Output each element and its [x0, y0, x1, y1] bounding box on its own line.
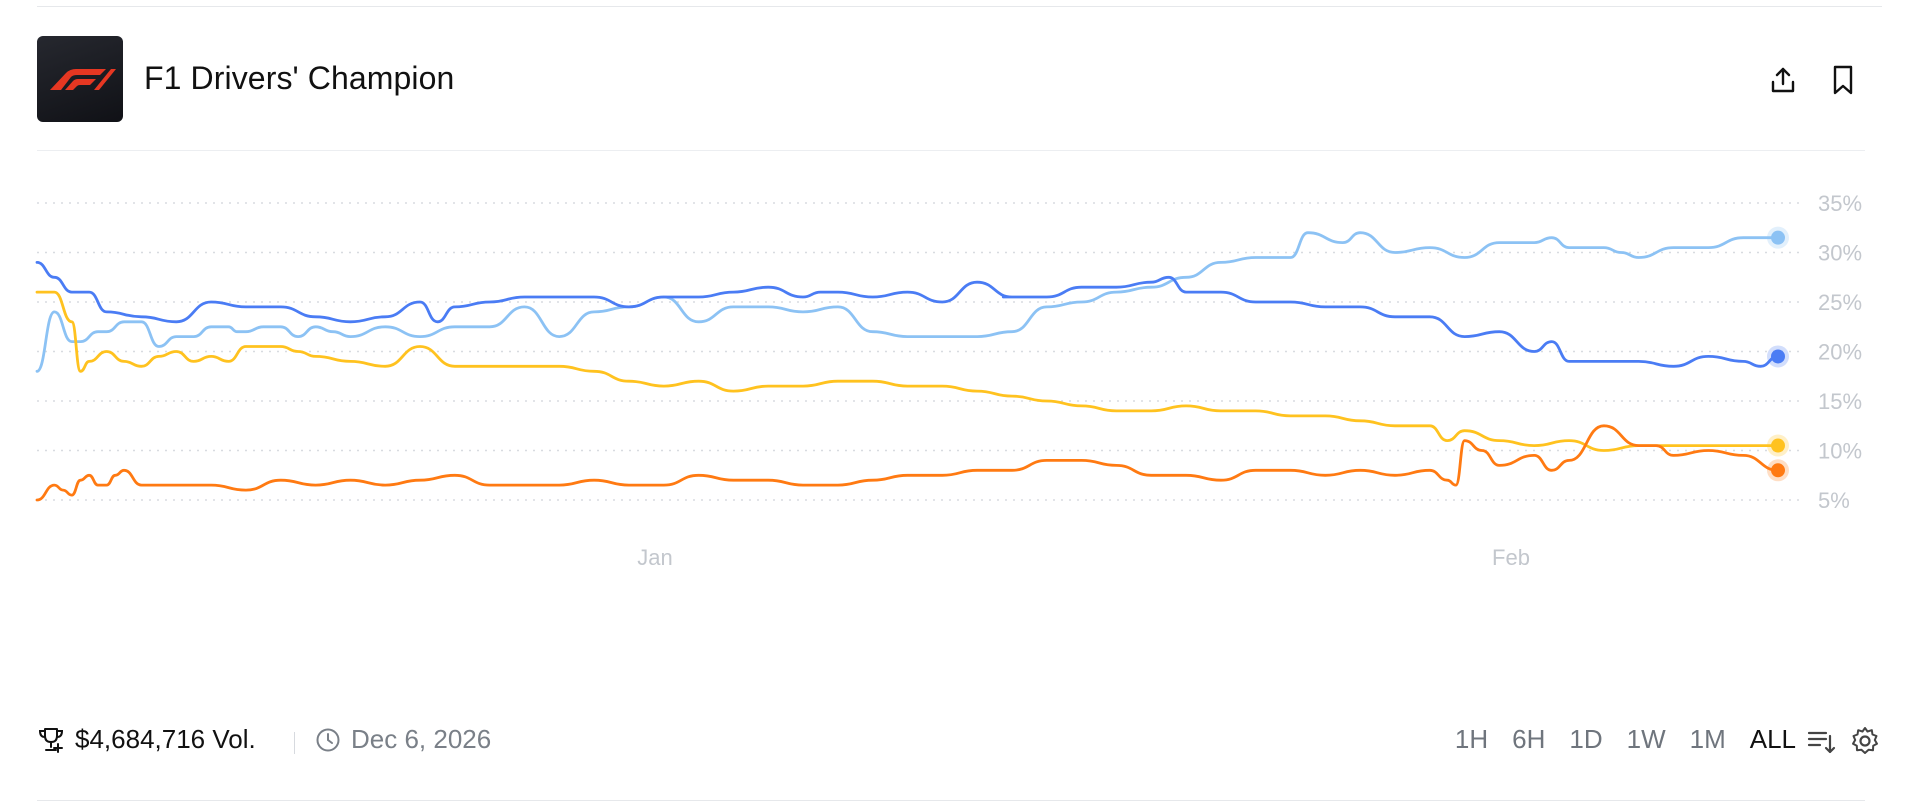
- range-1d-button[interactable]: 1D: [1569, 724, 1603, 754]
- clock-icon: [316, 728, 340, 751]
- series-line-3: [35, 424, 1780, 502]
- y-tick-label: 35%: [1818, 191, 1862, 216]
- y-tick-label: 30%: [1818, 241, 1862, 266]
- volume-text: $4,684,716 Vol.: [75, 724, 256, 754]
- series-line-1: [35, 261, 1780, 368]
- market-footer: $4,684,716 Vol. Dec 6, 2026 1H 6H 1D 1W …: [37, 718, 1882, 764]
- list-filter-icon: [1807, 731, 1836, 754]
- series-line-2: [35, 290, 1780, 452]
- y-tick-label: 10%: [1818, 439, 1862, 464]
- y-tick-label: 15%: [1818, 389, 1862, 414]
- bottom-divider: [37, 800, 1865, 801]
- x-tick-label: Feb: [1492, 545, 1530, 570]
- series-line-0: [35, 231, 1780, 373]
- series-end-dot-1: [1771, 349, 1785, 364]
- range-1h-button[interactable]: 1H: [1454, 724, 1489, 754]
- market-title: F1 Drivers' Champion: [144, 60, 455, 96]
- y-tick-label: 20%: [1818, 340, 1862, 365]
- price-chart[interactable]: 5% 10% 15% 20% 25% 30% 35% Jan Feb: [0, 160, 1920, 680]
- f1-logo-mark-icon: [50, 69, 116, 90]
- range-1w-button[interactable]: 1W: [1626, 724, 1666, 754]
- y-tick-label: 25%: [1818, 290, 1862, 315]
- header-divider: [37, 150, 1865, 151]
- range-all-button[interactable]: ALL: [1749, 724, 1796, 754]
- range-1m-button[interactable]: 1M: [1689, 724, 1726, 754]
- gear-icon: [1852, 727, 1878, 754]
- series-end-dot-2: [1771, 438, 1785, 453]
- chart-settings-button[interactable]: [1848, 724, 1882, 758]
- end-date-info: Dec 6, 2026: [315, 724, 491, 755]
- series-end-dot-3: [1771, 463, 1785, 478]
- top-divider: [37, 6, 1882, 7]
- range-6h-button[interactable]: 6H: [1512, 724, 1546, 754]
- chart-svg[interactable]: 5% 10% 15% 20% 25% 30% 35% Jan Feb: [0, 160, 1920, 680]
- chart-filter-button[interactable]: [1804, 724, 1838, 758]
- share-upload-icon: [1771, 67, 1795, 93]
- volume-info: $4,684,716 Vol.: [37, 724, 256, 755]
- y-tick-label: 5%: [1818, 488, 1850, 513]
- end-date-text: Dec 6, 2026: [351, 724, 492, 754]
- f1-logo: [37, 36, 123, 122]
- market-header: F1 Drivers' Champion: [37, 36, 1865, 122]
- time-range-selector: 1H 6H 1D 1W 1M ALL: [1431, 724, 1796, 755]
- bookmark-icon: [1833, 65, 1853, 95]
- x-tick-label: Jan: [637, 545, 672, 570]
- series-end-dot-0: [1771, 230, 1785, 245]
- trophy-icon: [38, 727, 64, 753]
- footer-separator: [294, 732, 295, 754]
- share-button[interactable]: [1761, 58, 1805, 102]
- bookmark-button[interactable]: [1821, 58, 1865, 102]
